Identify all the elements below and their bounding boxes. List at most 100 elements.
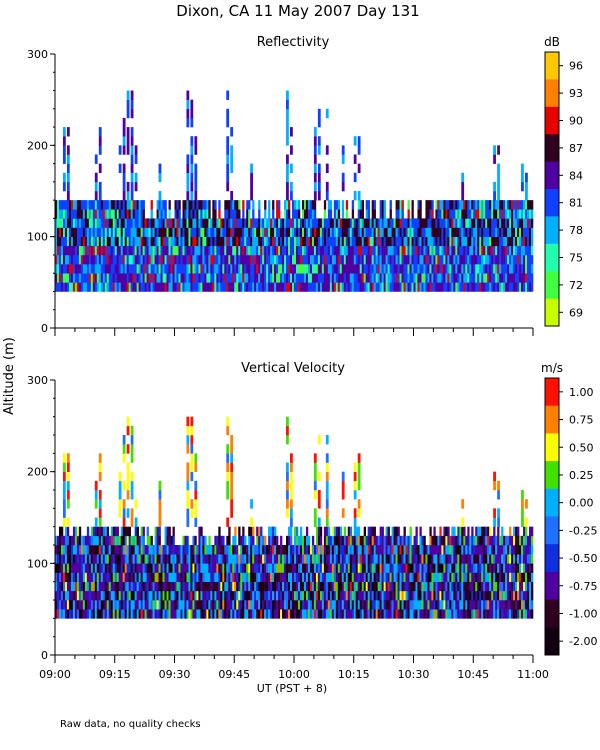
- heatmap-cell: [272, 254, 275, 265]
- heatmap-cell: [202, 209, 205, 219]
- heatmap-cell: [475, 200, 478, 210]
- heatmap-cell: [491, 245, 494, 256]
- heatmap-cell: [453, 227, 456, 237]
- heatmap-cell: [192, 554, 195, 564]
- heatmap-cell: [262, 600, 265, 610]
- heatmap-cell: [240, 600, 243, 610]
- heatmap-cell: [180, 600, 183, 610]
- heatmap-cell: [531, 236, 534, 247]
- heatmap-cell: [423, 264, 426, 274]
- heatmap-cell: [313, 145, 317, 155]
- heatmap-cell: [108, 572, 112, 582]
- heatmap-cell: [240, 581, 243, 592]
- heatmap-cell: [351, 282, 355, 292]
- heatmap-cell: [353, 273, 357, 283]
- heatmap-cell: [176, 227, 179, 237]
- heatmap-cell: [319, 572, 323, 582]
- heatmap-cell: [303, 254, 307, 265]
- heatmap-cell: [531, 245, 534, 256]
- heatmap-cell: [493, 600, 496, 610]
- heatmap-cell: [401, 545, 404, 555]
- heatmap-cell: [272, 609, 275, 619]
- heatmap-cell: [341, 154, 345, 164]
- heatmap-cell: [216, 600, 219, 610]
- heatmap-cell: [170, 227, 173, 237]
- heatmap-cell: [196, 227, 199, 237]
- heatmap-cell: [246, 218, 249, 228]
- heatmap-cell: [226, 416, 230, 427]
- heatmap-cell: [503, 590, 506, 601]
- heatmap-cell: [449, 600, 452, 610]
- heatmap-cell: [413, 572, 416, 582]
- heatmap-cell: [317, 590, 321, 601]
- heatmap-cell: [274, 264, 277, 274]
- heatmap-cell: [138, 590, 141, 601]
- heatmap-cell: [495, 590, 498, 601]
- heatmap-cell: [196, 209, 199, 219]
- heatmap-cell: [120, 600, 124, 610]
- heatmap-cell: [208, 254, 211, 265]
- heatmap-cell: [431, 600, 434, 610]
- heatmap-cell: [276, 236, 279, 247]
- heatmap-cell: [138, 236, 141, 247]
- heatmap-cell: [405, 218, 408, 228]
- heatmap-cell: [481, 609, 484, 619]
- heatmap-cell: [194, 172, 198, 183]
- heatmap-cell: [156, 236, 159, 247]
- heatmap-cell: [497, 282, 500, 292]
- heatmap-cell: [443, 218, 446, 228]
- heatmap-cell: [290, 490, 293, 500]
- heatmap-cell: [313, 508, 317, 518]
- heatmap-cell: [319, 609, 323, 619]
- heatmap-cell: [311, 245, 315, 256]
- heatmap-cell: [457, 609, 460, 619]
- heatmap-cell: [118, 545, 122, 555]
- heatmap-cell: [130, 435, 134, 445]
- heatmap-cell: [397, 264, 400, 274]
- heatmap-cell: [220, 227, 223, 237]
- heatmap-cell: [389, 609, 392, 619]
- heatmap-cell: [62, 517, 66, 527]
- heatmap-cell: [509, 581, 512, 592]
- heatmap-cell: [106, 572, 110, 582]
- heatmap-cell: [112, 209, 116, 219]
- heatmap-cell: [433, 609, 436, 619]
- heatmap-cell: [94, 154, 98, 164]
- heatmap-cell: [483, 254, 486, 265]
- heatmap-cell: [246, 273, 249, 283]
- heatmap-cell: [86, 218, 90, 228]
- heatmap-cell: [96, 609, 100, 619]
- heatmap-cell: [399, 535, 402, 546]
- heatmap-cell: [272, 200, 275, 210]
- heatmap-cell: [106, 563, 110, 573]
- heatmap-cell: [66, 127, 70, 137]
- heatmap-cell: [168, 563, 171, 573]
- heatmap-cell: [465, 254, 468, 265]
- heatmap-cell: [62, 145, 66, 155]
- heatmap-cell: [391, 526, 394, 537]
- heatmap-cell: [266, 282, 269, 292]
- heatmap-cell: [331, 545, 335, 555]
- heatmap-cell: [84, 264, 88, 274]
- heatmap-cell: [224, 600, 227, 610]
- heatmap-cell: [94, 191, 98, 201]
- heatmap-cell: [341, 600, 345, 610]
- heatmap-cell: [242, 563, 245, 573]
- heatmap-cell: [455, 254, 458, 265]
- heatmap-cell: [122, 172, 126, 183]
- heatmap-cell: [357, 245, 361, 256]
- heatmap-cell: [331, 245, 335, 256]
- heatmap-cell: [503, 245, 506, 256]
- heatmap-cell: [451, 609, 454, 619]
- heatmap-cell: [435, 236, 438, 247]
- heatmap-cell: [200, 572, 203, 582]
- heatmap-cell: [56, 200, 60, 210]
- heatmap-cell: [323, 245, 327, 256]
- heatmap-cell: [132, 227, 135, 237]
- heatmap-cell: [62, 508, 66, 518]
- heatmap-cell: [238, 590, 241, 601]
- heatmap-cell: [206, 600, 209, 610]
- heatmap-cell: [481, 273, 484, 283]
- heatmap-cell: [76, 236, 80, 247]
- heatmap-cell: [58, 545, 62, 555]
